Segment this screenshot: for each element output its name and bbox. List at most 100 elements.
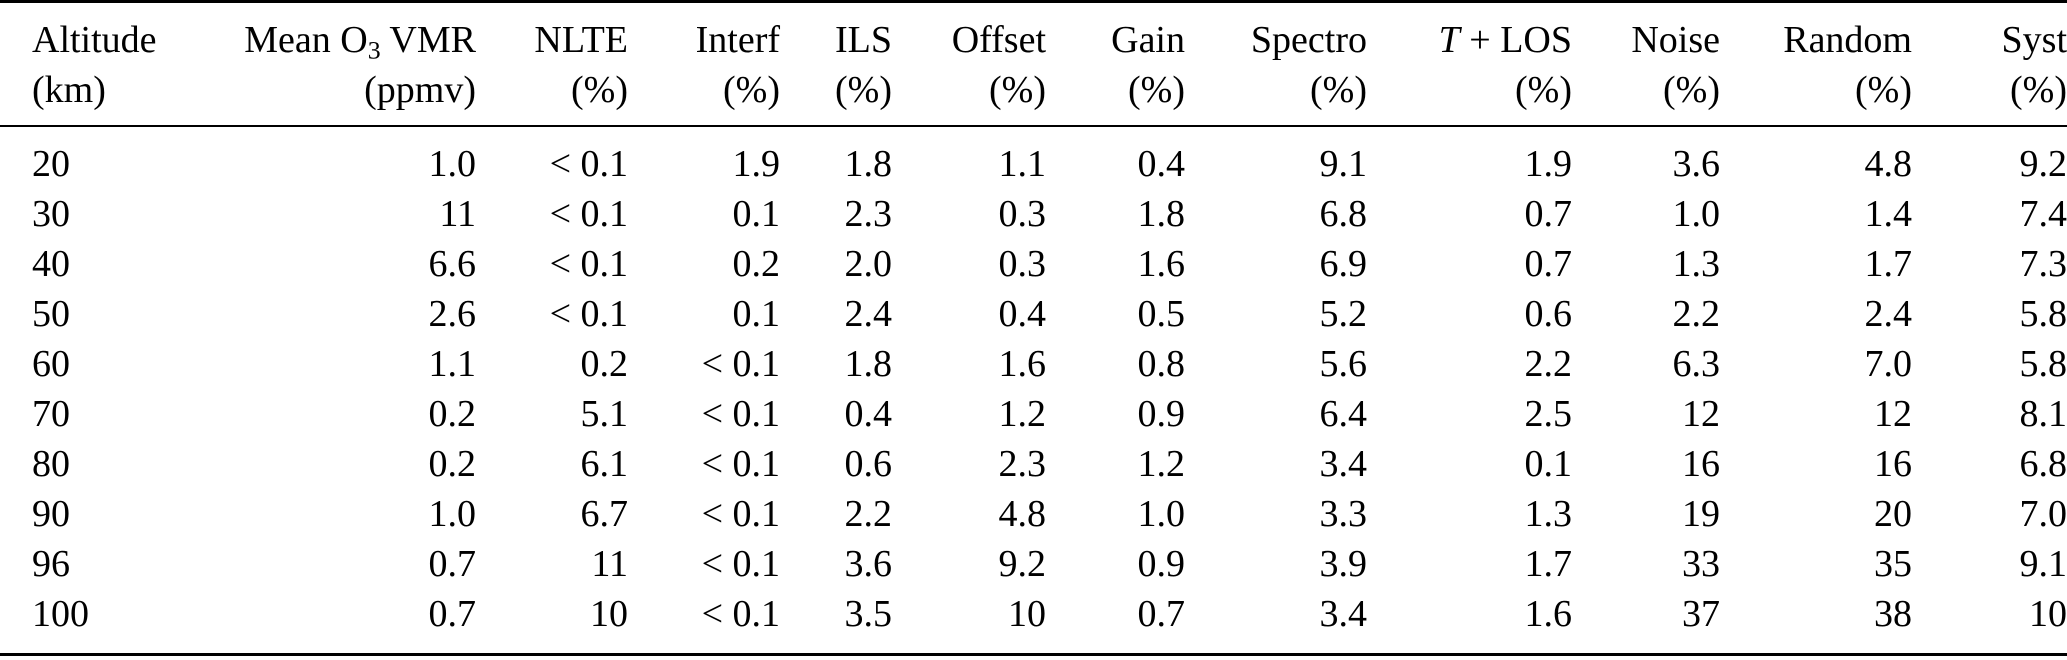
table-row: 50 2.6 < 0.1 0.1 2.4 0.4 0.5 5.2 0.6 2.2 2.4 5.8	[0, 289, 2067, 339]
cell-ils: 1.8	[844, 143, 893, 185]
cell-ils: 2.3	[844, 193, 893, 235]
column-header-interf: Interf (%)	[628, 1, 780, 127]
cell-t-plus-los: 2.2	[1524, 343, 1573, 385]
column-header-altitude: Altitude (km)	[0, 1, 229, 127]
cell-syst: 9.2	[2019, 143, 2067, 185]
cell-interf: 1.9	[732, 143, 781, 185]
cell-mean-o3-vmr: 1.1	[428, 343, 477, 385]
cell-nlte: 6.7	[580, 493, 629, 535]
cell-syst: 7.4	[2019, 193, 2067, 235]
cell-mean-o3-vmr: 0.7	[428, 543, 477, 585]
cell-t-plus-los: 1.3	[1524, 493, 1573, 535]
cell-offset: 9.2	[998, 543, 1047, 585]
column-unit: (%)	[1855, 69, 1912, 111]
cell-noise: 12	[1682, 393, 1720, 435]
table-row: 96 0.7 11 < 0.1 3.6 9.2 0.9 3.9 1.7 33 35 9.1	[0, 539, 2067, 589]
cell-mean-o3-vmr: 6.6	[428, 243, 477, 285]
cell-nlte: 11	[591, 543, 628, 585]
cell-noise: 16	[1682, 443, 1720, 485]
column-unit: (km)	[32, 69, 106, 111]
cell-random: 1.4	[1864, 193, 1913, 235]
column-header-noise: Noise (%)	[1572, 1, 1720, 127]
subscript-3: 3	[367, 35, 381, 65]
cell-interf: < 0.1	[701, 493, 780, 535]
cell-gain: 0.9	[1137, 393, 1186, 435]
cell-syst: 5.8	[2019, 343, 2067, 385]
column-label: Gain	[1111, 19, 1185, 61]
cell-interf: < 0.1	[701, 543, 780, 585]
cell-noise: 2.2	[1672, 293, 1721, 335]
cell-mean-o3-vmr: 0.2	[428, 443, 477, 485]
cell-offset: 0.4	[998, 293, 1047, 335]
column-unit: (%)	[1310, 69, 1367, 111]
column-unit: (%)	[1128, 69, 1185, 111]
cell-nlte: 0.2	[580, 343, 629, 385]
cell-offset: 10	[1008, 593, 1046, 635]
cell-spectro: 5.2	[1319, 293, 1368, 335]
column-header-t-plus-los: T + LOS (%)	[1367, 1, 1572, 127]
cell-t-plus-los: 0.7	[1524, 193, 1573, 235]
header-row: Altitude (km) Mean O3 VMR (ppmv) NLTE (%…	[0, 1, 2067, 127]
cell-random: 20	[1874, 493, 1912, 535]
cell-altitude: 30	[32, 193, 70, 235]
cell-gain: 1.8	[1137, 193, 1186, 235]
cell-noise: 6.3	[1672, 343, 1721, 385]
table-row: 90 1.0 6.7 < 0.1 2.2 4.8 1.0 3.3 1.3 19 20 7.0	[0, 489, 2067, 539]
cell-altitude: 60	[32, 343, 70, 385]
column-label: Offset	[951, 19, 1046, 61]
column-label: Noise	[1631, 19, 1720, 61]
column-label: Syst	[2001, 19, 2067, 61]
column-header-nlte: NLTE (%)	[476, 1, 628, 127]
cell-spectro: 3.3	[1319, 493, 1368, 535]
cell-nlte: 5.1	[580, 393, 629, 435]
cell-ils: 3.5	[844, 593, 893, 635]
column-label: Interf	[695, 19, 780, 61]
cell-altitude: 100	[32, 593, 89, 635]
cell-random: 2.4	[1864, 293, 1913, 335]
cell-mean-o3-vmr: 1.0	[428, 143, 477, 185]
cell-noise: 1.3	[1672, 243, 1721, 285]
cell-random: 16	[1874, 443, 1912, 485]
table-body: 20 1.0 < 0.1 1.9 1.8 1.1 0.4 9.1 1.9 3.6 4.8 9.2 30 1…	[0, 126, 2067, 655]
cell-syst: 5.8	[2019, 293, 2067, 335]
table-row: 20 1.0 < 0.1 1.9 1.8 1.1 0.4 9.1 1.9 3.6 4.8 9.2	[0, 126, 2067, 189]
cell-ils: 2.4	[844, 293, 893, 335]
cell-syst: 9.1	[2019, 543, 2067, 585]
cell-altitude: 50	[32, 293, 70, 335]
column-label: T + LOS	[1438, 19, 1572, 61]
cell-altitude: 96	[32, 543, 70, 585]
cell-ils: 0.4	[844, 393, 893, 435]
cell-syst: 6.8	[2019, 443, 2067, 485]
cell-noise: 3.6	[1672, 143, 1721, 185]
cell-interf: 0.2	[732, 243, 781, 285]
cell-nlte: 6.1	[580, 443, 629, 485]
cell-noise: 1.0	[1672, 193, 1721, 235]
cell-gain: 1.0	[1137, 493, 1186, 535]
column-unit: (%)	[723, 69, 780, 111]
column-label: NLTE	[534, 19, 628, 61]
cell-altitude: 40	[32, 243, 70, 285]
cell-offset: 4.8	[998, 493, 1047, 535]
column-header-syst: Syst (%)	[1912, 1, 2067, 127]
cell-mean-o3-vmr: 0.7	[428, 593, 477, 635]
table-row: 40 6.6 < 0.1 0.2 2.0 0.3 1.6 6.9 0.7 1.3 1.7 7.3	[0, 239, 2067, 289]
cell-gain: 0.8	[1137, 343, 1186, 385]
cell-nlte: < 0.1	[549, 143, 628, 185]
table-row: 80 0.2 6.1 < 0.1 0.6 2.3 1.2 3.4 0.1 16 16 6.8	[0, 439, 2067, 489]
cell-spectro: 3.9	[1319, 543, 1368, 585]
cell-ils: 1.8	[844, 343, 893, 385]
cell-gain: 0.9	[1137, 543, 1186, 585]
cell-spectro: 6.4	[1319, 393, 1368, 435]
cell-random: 12	[1874, 393, 1912, 435]
cell-interf: < 0.1	[701, 593, 780, 635]
cell-t-plus-los: 1.7	[1524, 543, 1573, 585]
cell-gain: 0.4	[1137, 143, 1186, 185]
cell-offset: 2.3	[998, 443, 1047, 485]
cell-random: 35	[1874, 543, 1912, 585]
cell-noise: 37	[1682, 593, 1720, 635]
cell-offset: 1.2	[998, 393, 1047, 435]
table-row: 100 0.7 10 < 0.1 3.5 10 0.7 3.4 1.6 37 38 10	[0, 589, 2067, 655]
math-variable-t: T	[1438, 19, 1460, 61]
cell-random: 4.8	[1864, 143, 1913, 185]
cell-spectro: 6.8	[1319, 193, 1368, 235]
